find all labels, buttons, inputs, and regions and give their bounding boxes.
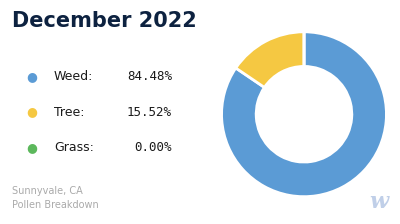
Text: Weed:: Weed: [54,70,93,83]
Text: w: w [369,191,388,213]
Text: ●: ● [26,141,38,154]
Text: ●: ● [26,106,38,118]
Text: 84.48%: 84.48% [127,70,172,83]
Wedge shape [236,32,304,87]
Text: Sunnyvale, CA
Pollen Breakdown: Sunnyvale, CA Pollen Breakdown [12,186,99,210]
Text: Grass:: Grass: [54,141,94,154]
Text: ●: ● [26,70,38,83]
Text: 15.52%: 15.52% [127,106,172,118]
Wedge shape [222,32,386,197]
Text: December 2022: December 2022 [12,11,197,31]
Text: Tree:: Tree: [54,106,84,118]
Text: 0.00%: 0.00% [134,141,172,154]
